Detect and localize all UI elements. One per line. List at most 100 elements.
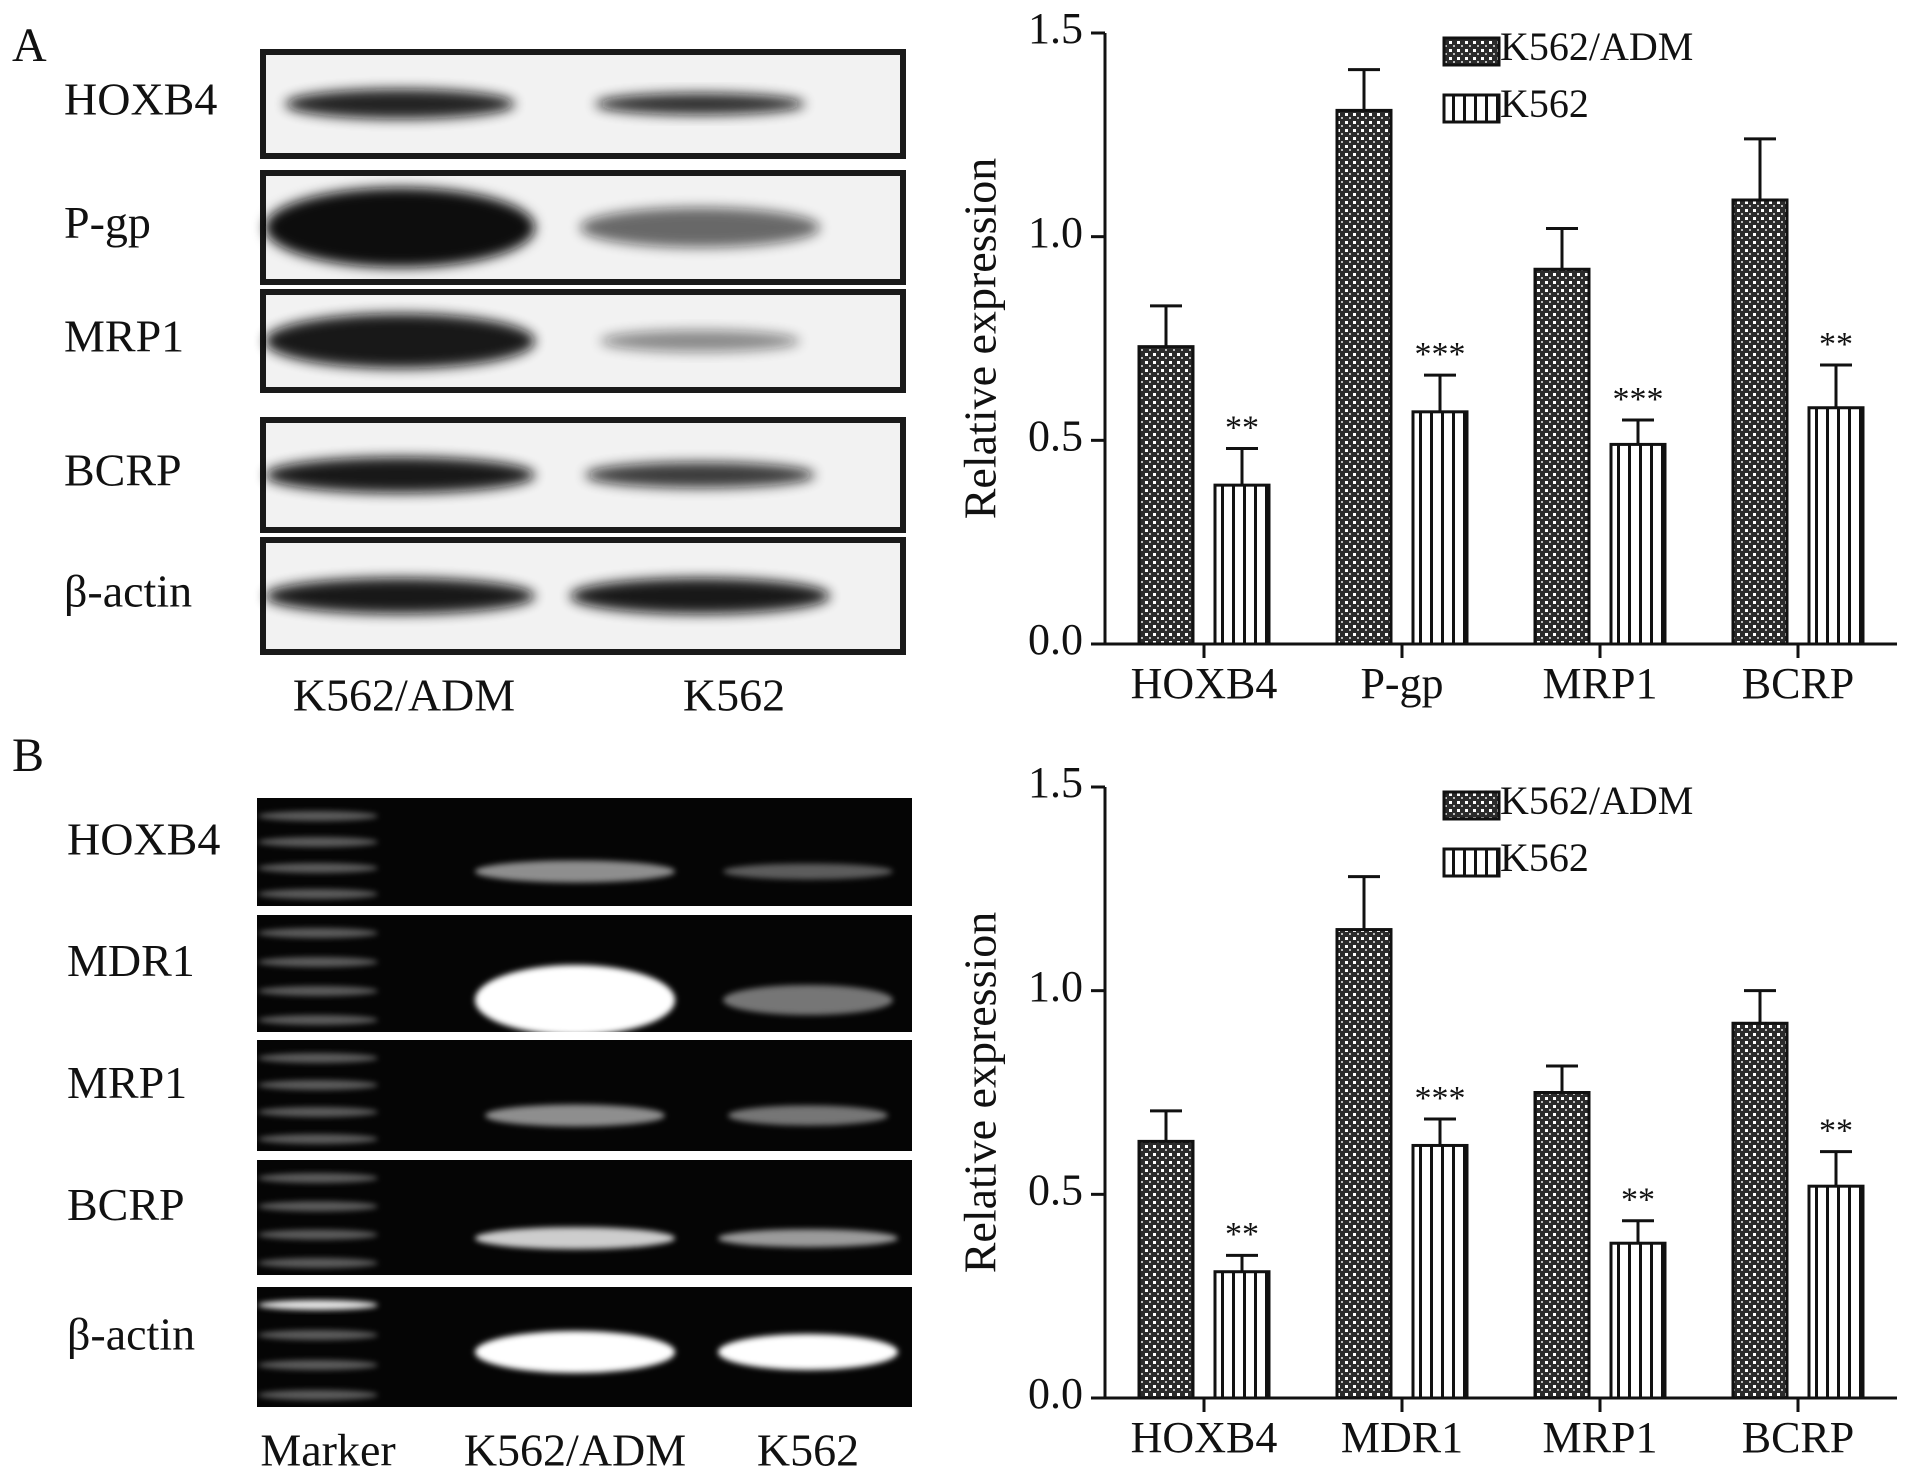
gel-band bbox=[718, 1229, 898, 1248]
y-tick-label: 1.5 bbox=[1028, 4, 1083, 53]
x-tick-label: P-gp bbox=[1360, 659, 1443, 708]
significance: *** bbox=[1613, 381, 1664, 418]
x-tick-label: BCRP bbox=[1742, 1413, 1855, 1462]
blot-row-label: HOXB4 bbox=[64, 74, 217, 125]
marker-band bbox=[258, 957, 378, 967]
y-tick-label: 1.0 bbox=[1028, 208, 1083, 257]
bar bbox=[1731, 1021, 1789, 1400]
blot-band bbox=[595, 93, 805, 115]
blot-lane-label: K562/ADM bbox=[464, 1425, 686, 1476]
blot-band bbox=[265, 457, 535, 493]
legend-swatch bbox=[1442, 36, 1501, 67]
x-tick-label: HOXB4 bbox=[1131, 659, 1278, 708]
legend-swatch bbox=[1442, 790, 1501, 821]
bar bbox=[1807, 1184, 1865, 1400]
significance: ** bbox=[1819, 1112, 1853, 1149]
blot-band bbox=[265, 578, 535, 614]
bar bbox=[1213, 483, 1271, 646]
blot-band bbox=[265, 187, 535, 268]
legend-label: K562/ADM bbox=[1500, 24, 1693, 69]
bar bbox=[1609, 442, 1667, 646]
gel-band bbox=[475, 1331, 675, 1373]
bar bbox=[1609, 1241, 1667, 1400]
bar bbox=[1411, 1143, 1469, 1400]
marker-band bbox=[258, 1201, 378, 1212]
legend-label: K562/ADM bbox=[1500, 778, 1693, 823]
significance: *** bbox=[1415, 336, 1466, 373]
marker-band bbox=[258, 1173, 378, 1183]
gel-band bbox=[485, 1104, 665, 1127]
marker-band bbox=[258, 1330, 378, 1340]
blot-row-label: BCRP bbox=[67, 1179, 185, 1230]
marker-band bbox=[258, 1360, 378, 1370]
y-tick-label: 0.0 bbox=[1028, 615, 1083, 664]
significance: ** bbox=[1225, 1216, 1259, 1253]
blot-row-label: MRP1 bbox=[67, 1057, 187, 1108]
legend-swatch bbox=[1442, 93, 1501, 124]
marker-band bbox=[258, 1300, 378, 1310]
blot-lane-label: K562/ADM bbox=[293, 670, 515, 721]
blot-band bbox=[600, 330, 800, 352]
blot-row-label: β-actin bbox=[64, 566, 192, 617]
y-tick-label: 1.0 bbox=[1028, 962, 1083, 1011]
blot-row-label: HOXB4 bbox=[67, 814, 220, 865]
marker-band bbox=[258, 1107, 378, 1117]
y-axis-title: Relative expression bbox=[955, 912, 1006, 1274]
marker-band bbox=[258, 986, 378, 996]
marker-band bbox=[258, 1229, 378, 1240]
gel-band bbox=[718, 1334, 898, 1370]
blot-band bbox=[585, 462, 815, 488]
marker-band bbox=[258, 1134, 378, 1144]
marker-band bbox=[258, 1080, 378, 1090]
marker-band bbox=[258, 837, 378, 847]
legend-label: K562 bbox=[1500, 835, 1589, 880]
marker-band bbox=[258, 1390, 378, 1400]
blot-band bbox=[265, 313, 535, 369]
bar bbox=[1533, 267, 1591, 646]
bar bbox=[1731, 198, 1789, 646]
significance: ** bbox=[1819, 326, 1853, 363]
marker-band bbox=[258, 1053, 378, 1063]
legend-label: K562 bbox=[1500, 81, 1589, 126]
marker-band bbox=[258, 811, 378, 821]
blot-band bbox=[580, 207, 820, 248]
gel-band bbox=[728, 1105, 888, 1126]
bar bbox=[1137, 345, 1195, 646]
y-tick-label: 0.0 bbox=[1028, 1369, 1083, 1418]
blot-row-label: BCRP bbox=[64, 445, 182, 496]
panel-label: B bbox=[12, 729, 44, 782]
blot-row-label: P-gp bbox=[64, 197, 151, 248]
x-tick-label: BCRP bbox=[1742, 659, 1855, 708]
blot-row-label: MDR1 bbox=[67, 935, 195, 986]
bar bbox=[1533, 1091, 1591, 1400]
bar bbox=[1335, 928, 1393, 1400]
bar bbox=[1335, 108, 1393, 646]
gel-band bbox=[723, 863, 893, 880]
marker-band bbox=[258, 928, 378, 938]
significance: ** bbox=[1225, 409, 1259, 446]
legend-swatch bbox=[1442, 847, 1501, 878]
blot-lane-label: Marker bbox=[260, 1425, 395, 1476]
significance: *** bbox=[1415, 1080, 1466, 1117]
significance: ** bbox=[1621, 1182, 1655, 1219]
panel-label: A bbox=[12, 19, 47, 72]
gel-band bbox=[475, 1227, 675, 1250]
y-axis-title: Relative expression bbox=[955, 158, 1006, 520]
blot-row-label: MRP1 bbox=[64, 311, 184, 362]
y-tick-label: 1.5 bbox=[1028, 758, 1083, 807]
marker-band bbox=[258, 1258, 378, 1268]
x-tick-label: MRP1 bbox=[1543, 659, 1658, 708]
blot-band bbox=[570, 578, 830, 614]
blot-band bbox=[285, 89, 515, 119]
bar bbox=[1807, 406, 1865, 646]
gel-band bbox=[475, 860, 675, 883]
marker-band bbox=[258, 889, 378, 899]
bar bbox=[1213, 1270, 1271, 1400]
marker-band bbox=[258, 1015, 378, 1025]
bar bbox=[1411, 410, 1469, 646]
x-tick-label: MRP1 bbox=[1543, 1413, 1658, 1462]
blot-lane-label: K562 bbox=[683, 670, 785, 721]
y-tick-label: 0.5 bbox=[1028, 411, 1083, 460]
